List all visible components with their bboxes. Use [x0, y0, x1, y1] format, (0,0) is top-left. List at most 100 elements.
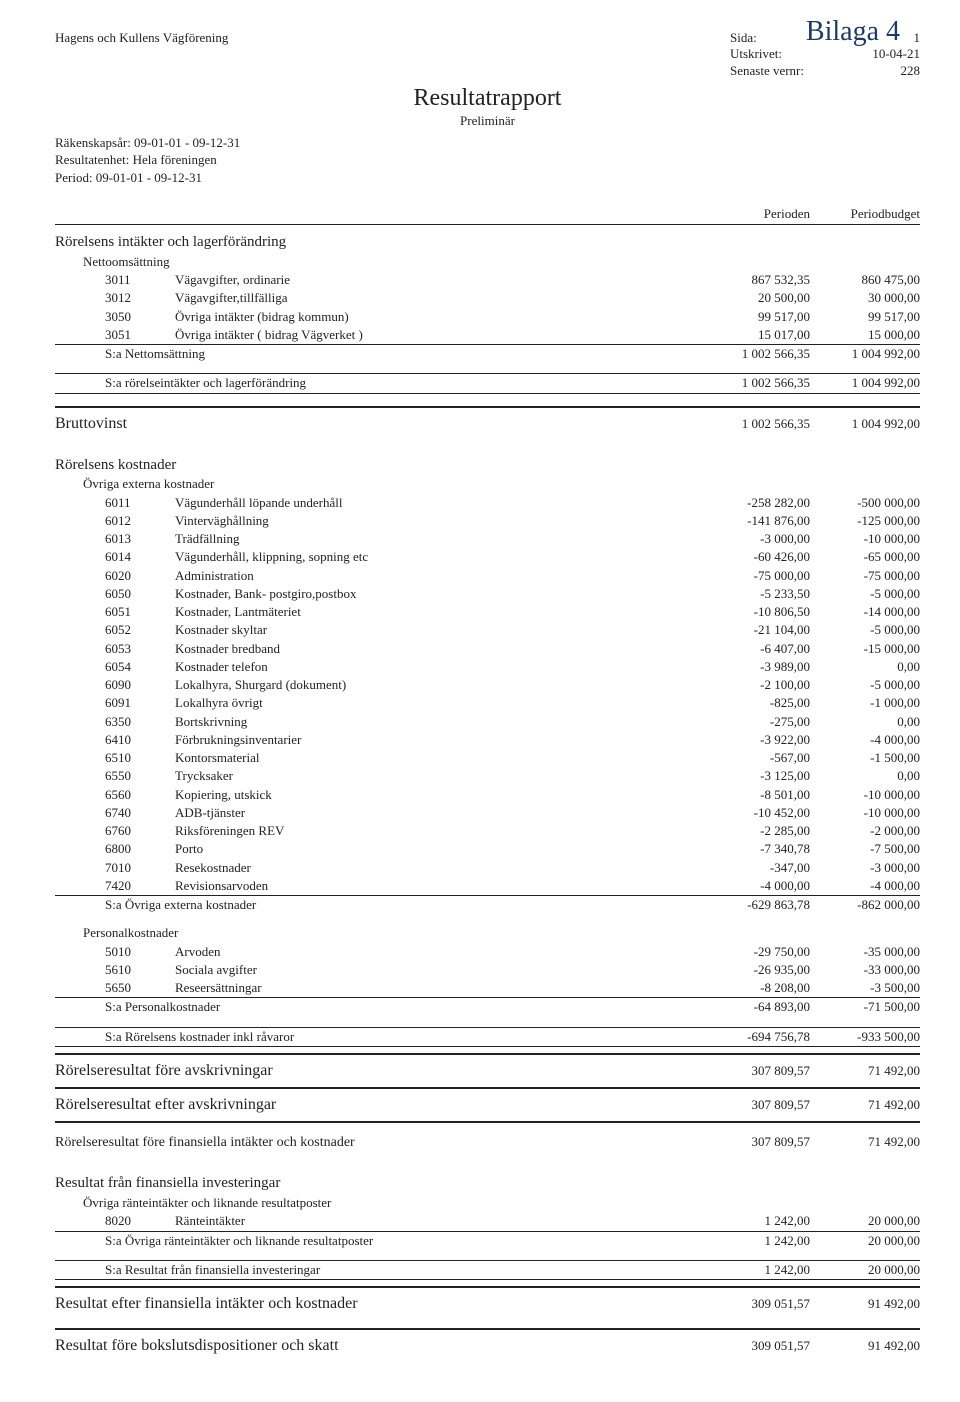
amount-budget: -33 000,00	[810, 961, 920, 979]
result-period: 1 002 566,35	[690, 407, 810, 440]
account-desc: Kostnader telefon	[155, 658, 690, 676]
amount-period: 20 500,00	[690, 289, 810, 307]
sum-budget: 20 000,00	[810, 1231, 920, 1250]
account-desc: Kostnader, Bank- postgiro,postbox	[155, 585, 690, 603]
account-desc: Vägunderhåll, klippning, sopning etc	[155, 548, 690, 566]
result-label: Rörelseresultat före avskrivningar	[55, 1054, 690, 1088]
amount-budget: -1 000,00	[810, 694, 920, 712]
amount-period: -4 000,00	[690, 877, 810, 896]
amount-period: -8 501,00	[690, 786, 810, 804]
subsection-head: Personalkostnader	[55, 924, 920, 942]
amount-budget: -75 000,00	[810, 567, 920, 585]
account-code: 5610	[55, 961, 155, 979]
sum-period: 1 242,00	[690, 1260, 810, 1279]
result-budget: 71 492,00	[810, 1054, 920, 1088]
meta-value: 228	[840, 63, 920, 79]
amount-budget: -500 000,00	[810, 494, 920, 512]
account-code: 6013	[55, 530, 155, 548]
account-code: 6410	[55, 731, 155, 749]
sum-period: 1 002 566,35	[690, 345, 810, 364]
amount-period: -7 340,78	[690, 840, 810, 858]
account-desc: Reseersättningar	[155, 979, 690, 998]
sum-period: 1 002 566,35	[690, 374, 810, 393]
account-desc: Lokalhyra övrigt	[155, 694, 690, 712]
result-budget: 71 492,00	[810, 1129, 920, 1157]
amount-budget: -7 500,00	[810, 840, 920, 858]
report-table: Rörelsens intäkter och lagerförändringNe…	[55, 225, 920, 1362]
account-code: 6550	[55, 767, 155, 785]
account-code: 6012	[55, 512, 155, 530]
amount-budget: -125 000,00	[810, 512, 920, 530]
account-desc: Vägavgifter, ordinarie	[155, 271, 690, 289]
meta-line: Period: 09-01-01 - 09-12-31	[55, 170, 920, 186]
account-code: 8020	[55, 1212, 155, 1231]
result-label: Bruttovinst	[55, 407, 690, 440]
amount-period: -2 285,00	[690, 822, 810, 840]
spacer	[55, 1250, 920, 1261]
amount-period: -10 452,00	[690, 804, 810, 822]
account-code: 6051	[55, 603, 155, 621]
amount-period: -3 000,00	[690, 530, 810, 548]
account-desc: Kopiering, utskick	[155, 786, 690, 804]
account-desc: Trycksaker	[155, 767, 690, 785]
amount-period: 99 517,00	[690, 308, 810, 326]
result-label: Resultat efter finansiella intäkter och …	[55, 1287, 690, 1320]
account-code: 3050	[55, 308, 155, 326]
amount-period: -567,00	[690, 749, 810, 767]
sum-label: S:a Övriga externa kostnader	[55, 896, 690, 915]
account-code: 7010	[55, 859, 155, 877]
account-code: 6090	[55, 676, 155, 694]
spacer	[55, 363, 920, 374]
sum-label: S:a Övriga ränteintäkter och liknande re…	[55, 1231, 690, 1250]
meta-line: Resultatenhet: Hela föreningen	[55, 152, 920, 168]
amount-period: 867 532,35	[690, 271, 810, 289]
account-code: 6350	[55, 713, 155, 731]
account-desc: Resekostnader	[155, 859, 690, 877]
sum-budget: -933 500,00	[810, 1027, 920, 1046]
amount-budget: -5 000,00	[810, 676, 920, 694]
account-desc: Sociala avgifter	[155, 961, 690, 979]
result-label: Resultat före bokslutsdispositioner och …	[55, 1329, 690, 1362]
amount-budget: 860 475,00	[810, 271, 920, 289]
amount-budget: -1 500,00	[810, 749, 920, 767]
result-budget: 91 492,00	[810, 1287, 920, 1320]
sum-budget: -71 500,00	[810, 998, 920, 1017]
meta-key: Utskrivet:	[730, 46, 782, 62]
account-code: 6011	[55, 494, 155, 512]
result-period: 307 809,57	[690, 1088, 810, 1122]
amount-period: -2 100,00	[690, 676, 810, 694]
section-head: Rörelsens intäkter och lagerförändring	[55, 225, 920, 253]
sum-budget: 1 004 992,00	[810, 374, 920, 393]
account-code: 6740	[55, 804, 155, 822]
amount-period: -21 104,00	[690, 621, 810, 639]
amount-period: -3 125,00	[690, 767, 810, 785]
amount-period: -3 989,00	[690, 658, 810, 676]
amount-period: -3 922,00	[690, 731, 810, 749]
spacer	[55, 1280, 920, 1288]
amount-budget: -65 000,00	[810, 548, 920, 566]
account-desc: Bortskrivning	[155, 713, 690, 731]
amount-budget: -4 000,00	[810, 877, 920, 896]
result-budget: 91 492,00	[810, 1329, 920, 1362]
account-code: 6091	[55, 694, 155, 712]
sum-period: -64 893,00	[690, 998, 810, 1017]
account-code: 3011	[55, 271, 155, 289]
meta-key: Sida:	[730, 30, 757, 46]
amount-budget: -10 000,00	[810, 804, 920, 822]
sum-budget: 20 000,00	[810, 1260, 920, 1279]
account-code: 6510	[55, 749, 155, 767]
amount-budget: -3 000,00	[810, 859, 920, 877]
spacer	[55, 1320, 920, 1329]
amount-period: -26 935,00	[690, 961, 810, 979]
meta-key: Senaste vernr:	[730, 63, 804, 79]
account-code: 6800	[55, 840, 155, 858]
amount-budget: 0,00	[810, 767, 920, 785]
account-code: 6054	[55, 658, 155, 676]
account-code: 7420	[55, 877, 155, 896]
account-code: 3051	[55, 326, 155, 345]
sum-label: S:a rörelseintäkter och lagerförändring	[55, 374, 690, 393]
amount-period: 15 017,00	[690, 326, 810, 345]
amount-period: -347,00	[690, 859, 810, 877]
amount-budget: -10 000,00	[810, 786, 920, 804]
result-period: 309 051,57	[690, 1287, 810, 1320]
